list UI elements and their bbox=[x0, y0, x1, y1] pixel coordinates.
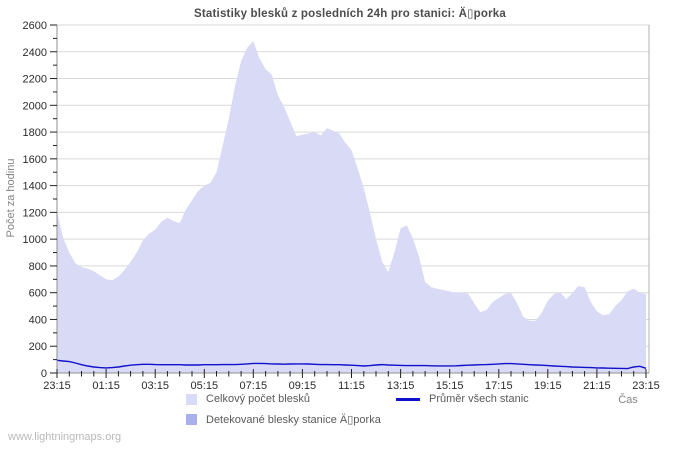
svg-text:05:15: 05:15 bbox=[191, 380, 219, 392]
legend-label-average: Průměr všech stanic bbox=[429, 393, 529, 405]
svg-text:23:15: 23:15 bbox=[632, 380, 660, 392]
total-area-swatch-icon bbox=[186, 393, 197, 405]
y-tick-labels: 0 200 400 600 800 1000 1200 1400 1600 1800 2000 220… bbox=[23, 20, 47, 380]
svg-text:2000: 2000 bbox=[23, 100, 47, 112]
watermark: www.lightningmaps.org bbox=[8, 431, 122, 443]
x-ticks bbox=[56, 369, 647, 378]
svg-text:13:15: 13:15 bbox=[387, 380, 415, 392]
average-line-swatch-icon bbox=[396, 397, 420, 401]
legend-entry-total: Celkový počet blesků bbox=[186, 393, 310, 405]
svg-text:23:15: 23:15 bbox=[43, 380, 71, 392]
chart-title: Statistiky blesků z posledních 24h pro s… bbox=[194, 8, 506, 20]
x-axis-title: Čas bbox=[618, 394, 638, 406]
legend-entry-average: Průměr všech stanic bbox=[396, 393, 529, 405]
svg-text:2600: 2600 bbox=[23, 20, 47, 32]
svg-text:0: 0 bbox=[41, 368, 47, 380]
x-tick-labels: 23:15 01:15 03:15 05:15 07:15 09:15 11:15 13:15… bbox=[43, 380, 660, 392]
svg-text:600: 600 bbox=[29, 288, 47, 300]
svg-text:1600: 1600 bbox=[23, 154, 47, 166]
total-count-area bbox=[57, 41, 646, 373]
svg-text:19:15: 19:15 bbox=[534, 380, 562, 392]
svg-text:1200: 1200 bbox=[23, 207, 47, 219]
svg-text:11:15: 11:15 bbox=[338, 380, 365, 392]
svg-text:17:15: 17:15 bbox=[485, 380, 513, 392]
svg-text:21:15: 21:15 bbox=[583, 380, 611, 392]
svg-text:1000: 1000 bbox=[23, 234, 47, 246]
y-axis-title: Počet za hodinu bbox=[5, 158, 17, 238]
svg-text:1400: 1400 bbox=[23, 181, 47, 193]
y-ticks bbox=[50, 24, 57, 374]
svg-text:800: 800 bbox=[29, 261, 47, 273]
svg-text:15:15: 15:15 bbox=[436, 380, 464, 392]
svg-text:09:15: 09:15 bbox=[289, 380, 317, 392]
svg-text:2400: 2400 bbox=[23, 47, 47, 59]
average-line bbox=[56, 359, 647, 370]
legend-entry-station: Detekované blesky stanice Ä▯porka bbox=[186, 413, 381, 426]
svg-text:03:15: 03:15 bbox=[141, 380, 169, 392]
legend-label-total: Celkový počet blesků bbox=[206, 393, 310, 405]
svg-text:01:15: 01:15 bbox=[92, 380, 120, 392]
station-area-swatch-icon bbox=[186, 414, 197, 425]
svg-text:200: 200 bbox=[29, 341, 47, 353]
legend-label-station: Detekované blesky stanice Ä▯porka bbox=[206, 414, 381, 426]
svg-text:400: 400 bbox=[29, 315, 47, 327]
svg-text:1800: 1800 bbox=[23, 127, 47, 139]
svg-text:2200: 2200 bbox=[23, 74, 47, 86]
svg-text:07:15: 07:15 bbox=[240, 380, 268, 392]
